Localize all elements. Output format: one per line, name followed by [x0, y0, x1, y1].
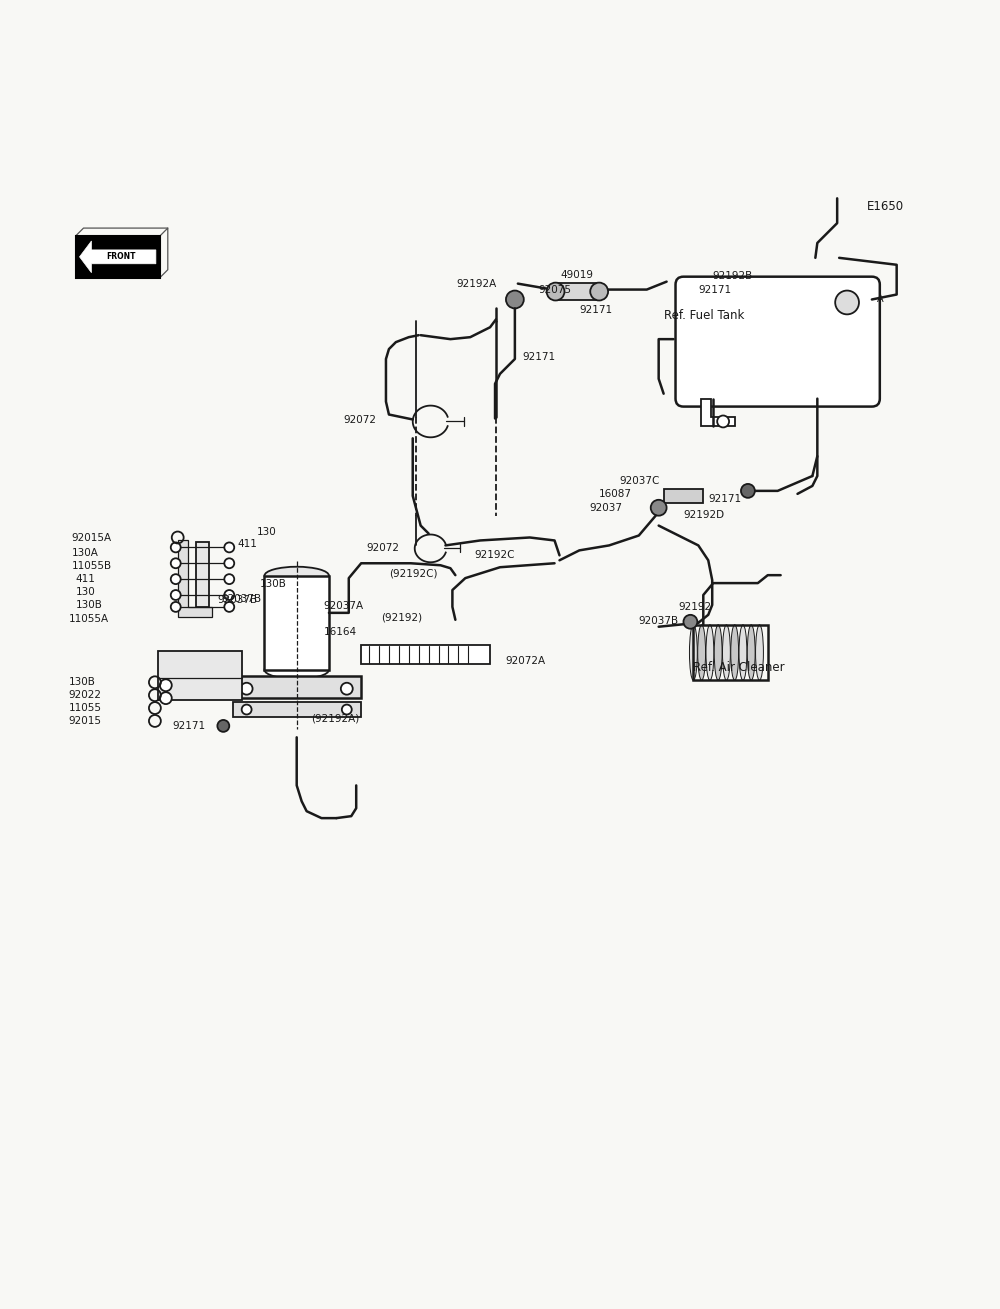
Text: 92171: 92171 — [698, 284, 731, 295]
Circle shape — [224, 602, 234, 611]
Circle shape — [651, 500, 667, 516]
Ellipse shape — [714, 624, 722, 681]
Circle shape — [741, 484, 755, 497]
Circle shape — [160, 679, 172, 691]
Bar — [76, 236, 160, 278]
Polygon shape — [701, 399, 735, 427]
Circle shape — [342, 704, 352, 715]
Ellipse shape — [723, 624, 730, 681]
Text: 92171: 92171 — [708, 493, 741, 504]
Circle shape — [835, 291, 859, 314]
Text: 49019: 49019 — [560, 270, 593, 280]
Circle shape — [217, 720, 229, 732]
Circle shape — [341, 683, 353, 695]
Text: 92072: 92072 — [343, 415, 376, 425]
Circle shape — [242, 704, 252, 715]
Bar — [305, 628, 317, 640]
Bar — [361, 644, 490, 665]
Circle shape — [171, 559, 181, 568]
Text: A: A — [877, 295, 883, 305]
Text: 92037A: 92037A — [323, 601, 364, 611]
Circle shape — [160, 692, 172, 704]
Circle shape — [224, 559, 234, 568]
Bar — [158, 651, 242, 700]
Text: 92192D: 92192D — [683, 509, 725, 520]
Ellipse shape — [706, 624, 714, 681]
Text: 411: 411 — [237, 539, 257, 550]
Text: 16164: 16164 — [323, 627, 357, 636]
Text: 411: 411 — [76, 575, 95, 584]
Text: 92072A: 92072A — [505, 656, 545, 666]
Polygon shape — [80, 241, 156, 272]
Bar — [693, 624, 768, 681]
Ellipse shape — [731, 624, 739, 681]
Ellipse shape — [264, 567, 329, 585]
Text: (92192A): (92192A) — [312, 713, 360, 724]
Text: 130B: 130B — [76, 600, 102, 610]
Circle shape — [224, 542, 234, 552]
Bar — [305, 610, 317, 622]
Ellipse shape — [756, 624, 763, 681]
Polygon shape — [178, 541, 212, 617]
Text: 92037: 92037 — [589, 503, 622, 513]
Bar — [264, 576, 329, 670]
Bar — [556, 283, 599, 301]
Circle shape — [224, 590, 234, 600]
Text: 16087: 16087 — [599, 488, 632, 499]
Text: E1650: E1650 — [867, 200, 904, 213]
FancyBboxPatch shape — [676, 276, 880, 407]
Circle shape — [717, 415, 729, 428]
Text: 92171: 92171 — [579, 305, 612, 315]
Text: 130: 130 — [76, 586, 95, 597]
Text: 130A: 130A — [72, 548, 98, 559]
Ellipse shape — [689, 624, 697, 681]
Text: Ref. Air Cleaner: Ref. Air Cleaner — [693, 661, 785, 674]
Text: FRONT: FRONT — [106, 253, 135, 262]
Bar — [305, 593, 317, 605]
Text: 92022: 92022 — [69, 690, 102, 700]
Text: 92015A: 92015A — [72, 534, 112, 543]
Text: 92192C: 92192C — [474, 550, 515, 560]
Circle shape — [683, 615, 697, 628]
Text: 92072: 92072 — [366, 543, 399, 554]
Circle shape — [171, 575, 181, 584]
Circle shape — [506, 291, 524, 309]
Bar — [233, 675, 361, 698]
Bar — [233, 702, 361, 717]
Text: 92037B: 92037B — [221, 594, 261, 603]
Text: 92171: 92171 — [523, 352, 556, 363]
Bar — [196, 542, 209, 607]
Text: 92192B: 92192B — [712, 271, 752, 280]
Text: 92075: 92075 — [539, 284, 572, 295]
Circle shape — [224, 575, 234, 584]
Circle shape — [171, 542, 181, 552]
Text: 130: 130 — [257, 526, 277, 537]
Text: 92037C: 92037C — [619, 476, 659, 486]
Text: 92192A: 92192A — [456, 279, 497, 288]
Text: 92037B: 92037B — [638, 615, 679, 626]
Text: 11055B: 11055B — [72, 562, 112, 571]
Ellipse shape — [264, 661, 329, 679]
Circle shape — [547, 283, 564, 301]
Circle shape — [590, 283, 608, 301]
Text: 130B: 130B — [260, 579, 287, 589]
Text: 11055A: 11055A — [69, 614, 109, 624]
Circle shape — [241, 683, 253, 695]
Text: 92192: 92192 — [679, 602, 712, 611]
Text: 92037B: 92037B — [217, 596, 258, 605]
Circle shape — [171, 602, 181, 611]
Text: 11055: 11055 — [69, 703, 102, 713]
Text: 92015: 92015 — [69, 716, 102, 726]
Ellipse shape — [739, 624, 747, 681]
Text: 92171: 92171 — [173, 721, 206, 730]
Ellipse shape — [698, 624, 706, 681]
Text: 130B: 130B — [69, 677, 96, 687]
Text: Ref. Fuel Tank: Ref. Fuel Tank — [664, 309, 744, 322]
Text: (92192): (92192) — [381, 613, 422, 623]
Ellipse shape — [747, 624, 755, 681]
Circle shape — [171, 590, 181, 600]
Text: (92192C): (92192C) — [389, 568, 437, 579]
Bar — [664, 488, 703, 503]
